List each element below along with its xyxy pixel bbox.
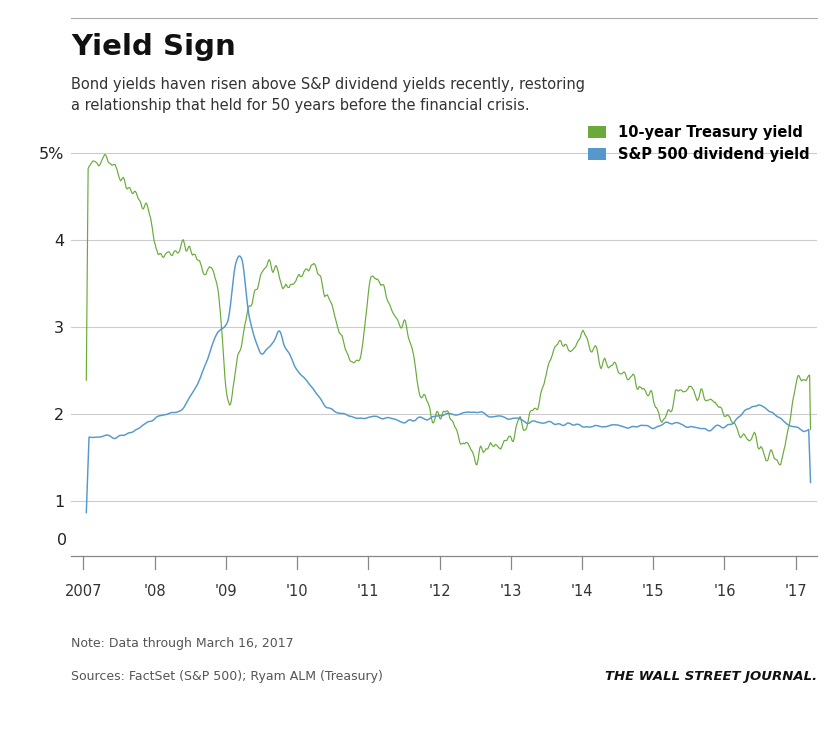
- Text: '14: '14: [571, 584, 593, 598]
- Text: '15: '15: [642, 584, 665, 598]
- Text: '10: '10: [286, 584, 308, 598]
- Legend: 10-year Treasury yield, S&P 500 dividend yield: 10-year Treasury yield, S&P 500 dividend…: [587, 125, 810, 163]
- Text: '09: '09: [215, 584, 237, 598]
- Text: '13: '13: [499, 584, 522, 598]
- Text: '12: '12: [428, 584, 451, 598]
- Text: Bond yields haven risen above S&P dividend yields recently, restoring
a relation: Bond yields haven risen above S&P divide…: [71, 77, 585, 113]
- Text: Sources: FactSet (S&P 500); Ryam ALM (Treasury): Sources: FactSet (S&P 500); Ryam ALM (Tr…: [71, 670, 383, 683]
- Text: THE WALL STREET JOURNAL.: THE WALL STREET JOURNAL.: [605, 670, 817, 683]
- Text: Note: Data through March 16, 2017: Note: Data through March 16, 2017: [71, 637, 294, 650]
- Text: '16: '16: [713, 584, 736, 598]
- Text: '11: '11: [357, 584, 380, 598]
- Text: Yield Sign: Yield Sign: [71, 33, 236, 61]
- Text: 0: 0: [57, 534, 67, 548]
- Text: 2007: 2007: [65, 584, 102, 598]
- Text: '17: '17: [784, 584, 807, 598]
- Text: '08: '08: [143, 584, 166, 598]
